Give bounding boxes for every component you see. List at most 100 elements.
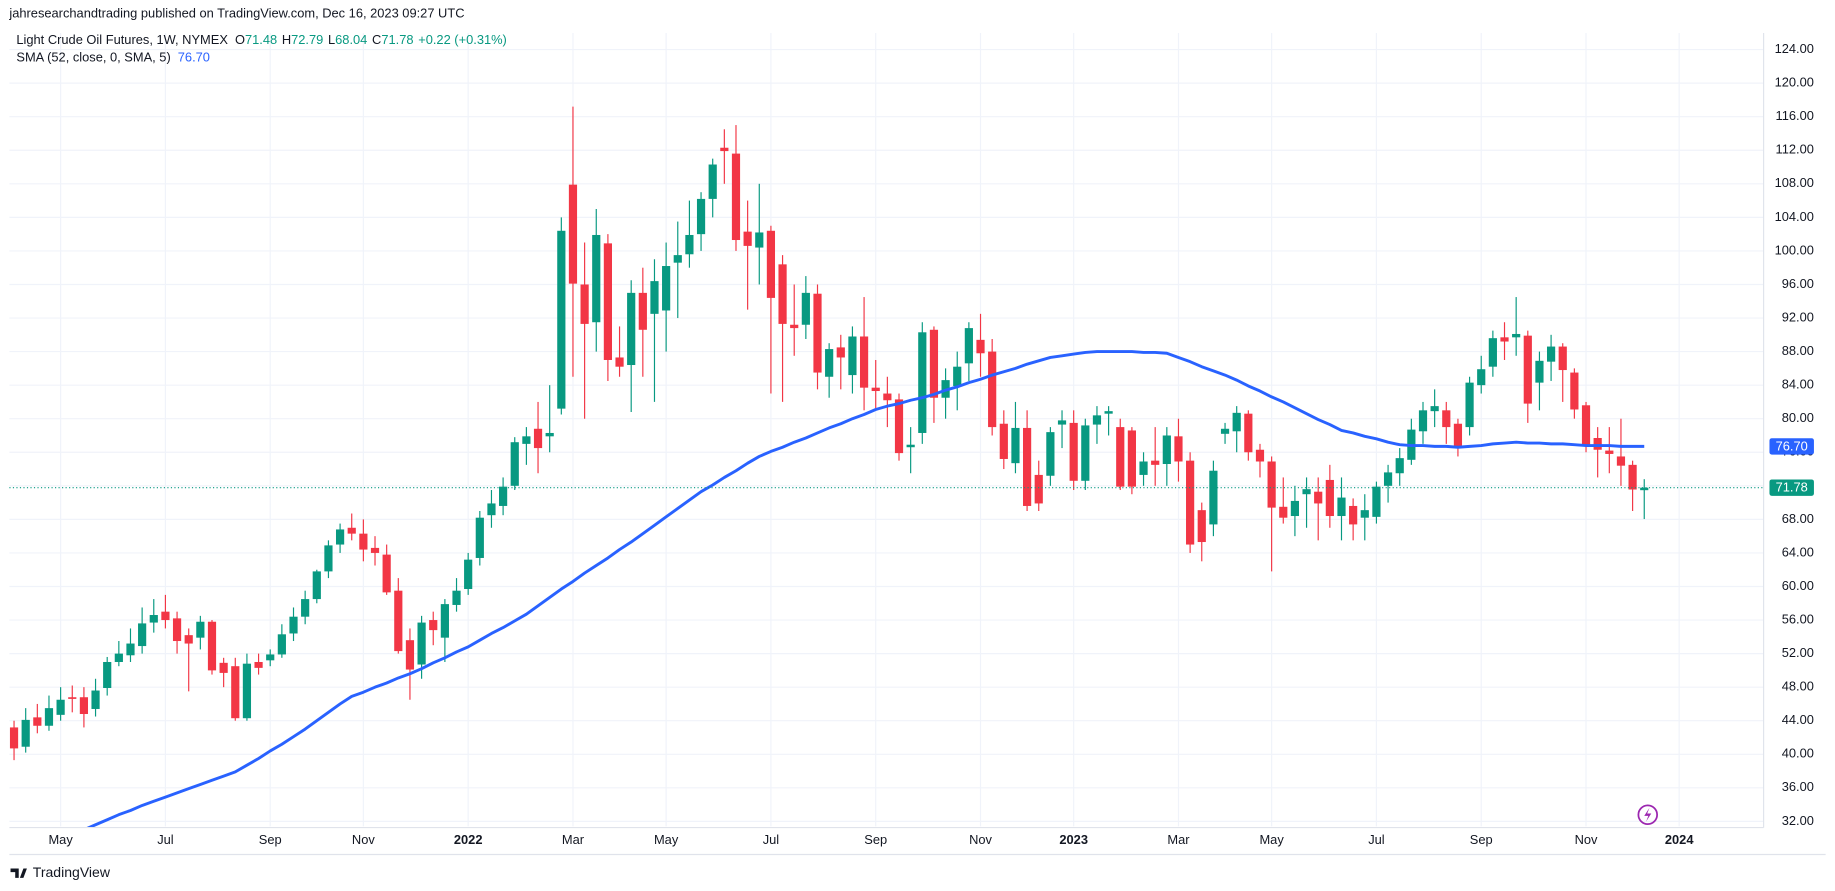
x-tick-label: 2022 [454,832,483,847]
candle-body [1279,506,1288,518]
candle-body [1244,413,1253,453]
candle-body [370,547,380,553]
candle-body [184,635,193,644]
candle-body [999,423,1008,459]
candle-body [464,559,473,590]
candle-body [1523,335,1532,404]
y-tick-label: 68.00 [1782,511,1814,526]
candle-body [1360,510,1369,518]
candle-body [1267,461,1276,508]
sma-layer [85,350,1645,828]
candle-body [126,643,135,656]
x-tick-label: Nov [1575,832,1598,847]
candle-body [685,234,694,255]
candle-body [1442,410,1451,428]
y-tick-label: 92.00 [1782,309,1814,324]
candle-body [627,292,636,366]
y-tick-label: 88.00 [1782,343,1814,358]
candle-body [1116,427,1125,487]
candle-body [1477,369,1486,386]
candle-body [696,198,706,235]
candle-body [848,336,857,376]
y-tick-label: 64.00 [1782,544,1814,559]
change: +0.22 (+0.31%) [418,33,507,48]
candle-body [615,357,624,367]
candle-body [1104,411,1113,414]
ohlc-key: H [282,33,291,48]
candle-body [56,699,65,715]
candle-body [1616,456,1626,466]
x-tick-label: Nov [969,832,992,847]
candle-body [929,329,939,398]
candle-body [510,442,519,486]
x-tick-label: Jul [157,832,173,847]
candle-body [568,184,578,284]
x-tick-label: May [654,832,679,847]
candle-body [1290,500,1300,517]
candle-body [254,661,263,668]
x-tick-label: Mar [562,832,585,847]
y-tick-label: 112.00 [1776,142,1814,157]
x-tick-label: Nov [352,832,375,847]
x-tick-label: 2024 [1665,832,1694,847]
candle-body [1325,479,1334,517]
candle-body [545,432,554,437]
candles [9,106,1649,761]
candle-body [522,436,531,444]
candle-body [312,571,321,600]
lightning-icon[interactable] [1637,804,1658,825]
candle-body [1535,360,1544,383]
y-tick-label: 120.00 [1775,75,1814,90]
candle-body [231,666,240,719]
candle-body [743,231,752,246]
ohlc-value: 71.78 [381,33,413,48]
candle-body [603,243,612,360]
y-tick-label: 84.00 [1782,377,1814,392]
candle-body [1395,458,1404,474]
ohlc-value: 72.79 [291,33,323,48]
y-tick-label: 104.00 [1775,209,1814,224]
y-tick-label: 32.00 [1782,813,1814,828]
brand-name: TradingView [33,864,111,880]
candle-body [836,347,845,358]
sma-name: SMA (52, close, 0, SMA, 5) [16,50,170,65]
candle-body [475,517,484,558]
symbol-legend: Light Crude Oil Futures, 1W, NYMEX O71.48… [16,33,506,48]
candle-body [859,336,869,388]
x-tick-label: 2023 [1059,832,1088,847]
candle-body [1488,338,1497,367]
candle-body [1453,423,1463,448]
candle-body [1127,430,1136,487]
candle-body [662,266,671,311]
candle-body [9,727,19,749]
x-tick-label: May [1259,832,1284,847]
sma-tag-label: 76.70 [1776,438,1808,453]
candle-body [1209,470,1218,525]
candle-body [138,623,147,647]
candle-body [906,444,915,448]
candle-body [1162,435,1171,465]
candle-body [301,599,310,617]
candle-body [1640,487,1649,491]
candle-body [1081,425,1090,481]
sma-legend: SMA (52, close, 0, SMA, 5) 76.70 [16,50,210,65]
candle-body [1197,510,1206,543]
candle-body [1139,461,1148,475]
candle-body [196,621,205,638]
last-price-label: 71.78 [1776,480,1808,495]
y-tick-label: 60.00 [1782,578,1814,593]
y-tick-label: 96.00 [1782,276,1814,291]
candle-body [1465,382,1474,428]
candle-body [382,554,391,593]
candle-body [1069,422,1078,481]
candle-body [44,708,54,726]
last-price-tag [1769,479,1814,496]
x-tick-label: Jul [763,832,779,847]
candle-body [871,387,880,392]
candle-body [21,719,30,747]
candle-body [883,393,892,401]
candle-body [1558,346,1567,371]
candle-body [1255,449,1265,462]
